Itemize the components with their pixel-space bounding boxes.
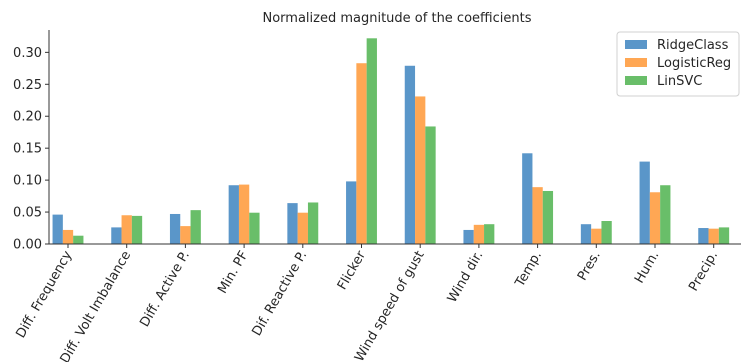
y-tick-label: 0.05: [13, 206, 42, 221]
bar-LinSVC-9: [601, 221, 612, 244]
x-tick-label: Pres.: [575, 249, 604, 284]
bar-LinSVC-4: [307, 202, 319, 244]
bar-LinSVC-0: [73, 235, 84, 244]
y-tick-label: 0.20: [13, 110, 42, 125]
bar-LinSVC-5: [366, 38, 377, 244]
bar-LinSVC-2: [190, 210, 201, 244]
y-tick-label: 0.10: [13, 174, 42, 189]
bar-RidgeClass-10: [639, 161, 650, 244]
x-tick-label: Dif. Reactive P.: [249, 249, 310, 339]
bar-LogisticReg-3: [238, 184, 250, 244]
bar-RidgeClass-6: [404, 65, 416, 245]
legend-swatch-RidgeClass: [625, 40, 647, 49]
bar-RidgeClass-1: [111, 227, 122, 244]
x-tick-label: Temp.: [512, 249, 545, 291]
legend-label-LogisticReg: LogisticReg: [657, 56, 731, 71]
bar-LogisticReg-6: [415, 96, 426, 244]
x-tick-label: Wind dir.: [445, 249, 486, 306]
plot-area: [52, 38, 730, 245]
legend-box: [616, 31, 740, 97]
bar-LinSVC-10: [660, 185, 671, 244]
bar-LogisticReg-0: [62, 229, 74, 244]
y-tick-label: 0.15: [13, 142, 42, 157]
bar-RidgeClass-2: [169, 213, 181, 244]
legend-swatch-LinSVC: [625, 76, 647, 85]
bar-LinSVC-7: [484, 224, 495, 244]
bar-LogisticReg-2: [180, 226, 191, 244]
bar-LogisticReg-4: [297, 212, 308, 244]
x-tick-label: Flicker: [335, 248, 369, 293]
bar-RidgeClass-8: [522, 153, 533, 244]
bar-LogisticReg-9: [591, 228, 602, 244]
bar-LinSVC-1: [131, 215, 143, 244]
x-tick-label: Hum.: [632, 249, 662, 287]
legend-swatch-LogisticReg: [625, 58, 647, 67]
bar-RidgeClass-4: [287, 203, 298, 244]
bar-LogisticReg-7: [473, 224, 485, 244]
bar-LinSVC-6: [425, 126, 436, 244]
y-tick-label: 0.25: [13, 78, 42, 93]
legend-label-LinSVC: LinSVC: [657, 74, 702, 89]
x-tick-label: Diff. Active P.: [137, 249, 193, 330]
bar-RidgeClass-11: [698, 228, 709, 244]
y-tick-label: 0.30: [13, 46, 42, 61]
chart-title: Normalized magnitude of the coefficients: [263, 11, 532, 26]
bar-RidgeClass-7: [463, 229, 474, 244]
y-axis: 0.00 0.05 0.10 0.15 0.20 0.25 0.30: [13, 30, 50, 253]
x-tick-label: Precip.: [686, 249, 721, 294]
bar-LinSVC-3: [249, 212, 260, 244]
bar-LinSVC-8: [542, 190, 554, 244]
legend-label-RidgeClass: RidgeClass: [657, 38, 729, 53]
bar-RidgeClass-9: [580, 224, 592, 244]
bar-LogisticReg-10: [649, 192, 661, 244]
bar-RidgeClass-5: [346, 181, 357, 244]
bar-RidgeClass-3: [228, 185, 239, 244]
legend: RidgeClass LogisticReg LinSVC: [616, 31, 740, 97]
x-tick-label: Min. PF: [215, 249, 251, 297]
bar-LogisticReg-1: [121, 215, 132, 244]
bar-LinSVC-11: [718, 227, 730, 244]
bar-LogisticReg-11: [708, 228, 719, 244]
y-tick-label: 0.00: [13, 238, 42, 253]
bar-RidgeClass-0: [52, 214, 63, 244]
bar-LogisticReg-5: [356, 63, 367, 244]
bar-LogisticReg-8: [532, 187, 543, 244]
x-tick-label: Diff. Frequency: [13, 248, 75, 341]
